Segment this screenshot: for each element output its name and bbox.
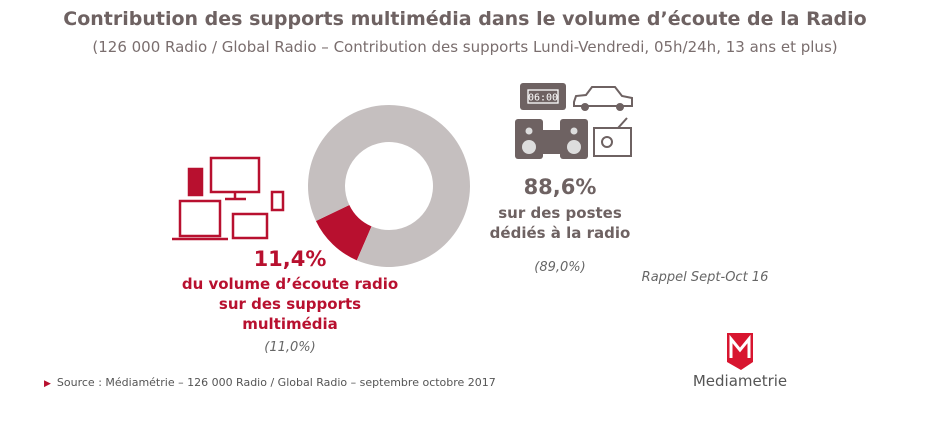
donut-slice-dedicated	[308, 105, 470, 268]
multimedia-devices-icon	[172, 156, 285, 241]
label-line: multimédia	[242, 315, 338, 333]
source-text: Source : Médiamétrie – 126 000 Radio / G…	[56, 376, 496, 389]
clock-display: 06:00	[528, 93, 558, 104]
hifi-stereo-icon	[515, 119, 588, 159]
car-icon	[573, 86, 633, 107]
label-line: sur des supports	[218, 295, 362, 313]
mediametrie-logo-icon	[727, 333, 753, 370]
rappel-note: Rappel Sept-Oct 16	[641, 270, 769, 285]
dedicated-percentage: 88,6%	[523, 175, 597, 199]
label-line: du volume d’écoute radio	[181, 275, 399, 293]
dedicated-label: sur des postes dédiés à la radio	[470, 203, 650, 243]
label-line: sur des postes	[498, 204, 622, 222]
multimedia-label: du volume d’écoute radio sur des support…	[170, 274, 410, 334]
chart-title: Contribution des supports multimédia dan…	[63, 8, 867, 30]
label-line: dédiés à la radio	[489, 224, 631, 242]
bullet-triangle-icon: ▶	[44, 379, 51, 389]
donut-slice-multimedia	[315, 204, 372, 261]
multimedia-percentage: 11,4%	[253, 247, 327, 271]
dedicated-previous: (89,0%)	[534, 260, 586, 275]
chart-subtitle: (126 000 Radio / Global Radio – Contribu…	[92, 38, 838, 56]
radio-set-icon	[593, 117, 632, 157]
source-note: ▶ Source : Médiamétrie – 126 000 Radio / …	[44, 376, 496, 389]
logo-text: Mediametrie	[692, 372, 788, 390]
dedicated-devices-icons: 06:00	[515, 83, 633, 159]
multimedia-previous: (11,0%)	[264, 340, 316, 355]
